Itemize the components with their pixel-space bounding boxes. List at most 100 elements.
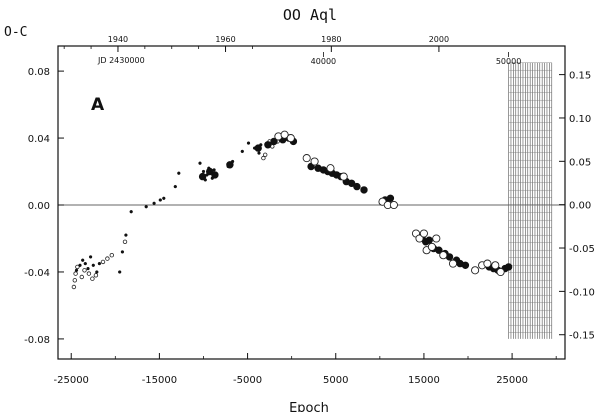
- data-point-filled-large: [353, 182, 361, 191]
- data-point-filled-large: [504, 263, 513, 271]
- data-point-filled-small: [177, 171, 181, 175]
- axis-ticks: -25000 -15000 -5000 5000 15000 25000 -0.08 -0.0…: [24, 35, 595, 386]
- data-point-open-large: [415, 234, 424, 243]
- data-point-filled-small: [91, 263, 95, 267]
- data-point-open-small: [73, 271, 78, 276]
- data-point-open-small: [105, 256, 110, 261]
- data-point-open-small: [86, 271, 92, 276]
- y-tick-label: -0.04: [24, 268, 50, 279]
- data-point-open-large: [432, 234, 441, 243]
- right-tick-label: -0.05: [569, 244, 595, 255]
- data-point-filled-small: [97, 261, 102, 266]
- data-point-filled-small: [162, 196, 166, 200]
- data-point-filled-large: [254, 144, 262, 152]
- right-tick-label: -0.10: [569, 287, 595, 298]
- data-point-filled-large: [461, 261, 470, 269]
- data-point-filled-small: [144, 205, 148, 209]
- x-tick-label: -25000: [54, 375, 89, 386]
- data-point-filled-small: [129, 210, 133, 214]
- x-tick-label: -5000: [233, 375, 262, 386]
- data-point-filled-small: [78, 263, 82, 267]
- y-tick-label: -0.08: [24, 335, 50, 346]
- data-point-open-large: [419, 229, 428, 238]
- y-tick-label: 0.00: [28, 201, 50, 212]
- data-point-open-small: [71, 284, 77, 290]
- data-point-open-small: [75, 264, 80, 270]
- jd-axis-label: JD 2430000: [97, 56, 145, 65]
- panel-label: A: [91, 95, 105, 115]
- data-point-open-small: [263, 152, 268, 157]
- data-point-open-large: [471, 266, 480, 275]
- data-point-open-small: [109, 252, 114, 258]
- right-tick-label: 0.00: [569, 201, 591, 212]
- data-point-filled-large: [264, 141, 272, 149]
- data-point-filled-large: [270, 137, 278, 146]
- year-tick-label: 2000: [429, 35, 449, 44]
- data-point-open-small: [100, 259, 106, 265]
- data-point-filled-small: [240, 149, 244, 154]
- data-point-filled-small: [257, 151, 261, 155]
- data-point-open-small: [82, 268, 87, 273]
- data-point-filled-large: [211, 171, 219, 179]
- data-point-filled-small: [152, 201, 156, 205]
- data-points: [71, 130, 513, 290]
- data-point-filled-small: [74, 268, 79, 272]
- data-point-open-large: [427, 242, 436, 251]
- data-point-filled-small: [81, 258, 85, 262]
- data-point-open-small: [90, 276, 95, 281]
- data-point-open-large: [483, 259, 492, 268]
- y-tick-label: 0.08: [28, 67, 50, 78]
- data-point-filled-large: [206, 167, 214, 176]
- y-tick-label: 0.04: [28, 134, 50, 145]
- right-tick-label: 0.05: [569, 157, 591, 168]
- x-tick-label: -15000: [142, 375, 177, 386]
- data-point-open-large: [448, 259, 458, 268]
- hatched-region: [508, 62, 553, 339]
- data-point-filled-large: [360, 186, 368, 194]
- data-point-open-large: [389, 200, 398, 210]
- data-point-filled-small: [201, 169, 206, 174]
- data-point-filled-large: [347, 179, 356, 188]
- data-point-open-small: [261, 155, 266, 161]
- x-axis-label: Epoch: [289, 401, 329, 412]
- x-tick-label: 25000: [496, 375, 528, 386]
- data-point-filled-small: [198, 161, 202, 165]
- data-point-filled-small: [86, 266, 90, 271]
- data-point-open-small: [93, 273, 99, 278]
- data-point-open-large: [496, 267, 505, 277]
- data-point-filled-small: [118, 270, 122, 274]
- data-point-open-large: [491, 261, 500, 270]
- data-point-filled-large: [435, 246, 443, 254]
- data-point-filled-large: [425, 236, 433, 244]
- data-point-filled-small: [120, 250, 125, 254]
- x-tick-label: 5000: [323, 375, 348, 386]
- data-point-filled-large: [226, 161, 234, 169]
- data-point-open-large: [439, 251, 448, 260]
- data-point-filled-small: [88, 255, 93, 259]
- right-tick-label: -0.15: [569, 331, 595, 342]
- data-point-open-large: [280, 130, 289, 139]
- data-point-filled-small: [246, 141, 251, 145]
- year-tick-label: 1940: [108, 35, 128, 44]
- y-axis-label: O-C: [4, 25, 27, 40]
- data-point-open-large: [339, 172, 348, 181]
- data-point-filled-small: [124, 233, 128, 237]
- data-point-open-small: [79, 274, 84, 280]
- year-tick-label: 1960: [215, 35, 235, 44]
- data-point-open-small: [122, 239, 128, 244]
- data-point-filled-large: [198, 172, 207, 181]
- x-tick-label: 15000: [408, 375, 440, 386]
- data-point-filled-small: [158, 198, 162, 202]
- jd-tick-label: 40000: [311, 57, 336, 66]
- data-point-filled-small: [95, 270, 99, 274]
- data-point-filled-small: [173, 184, 177, 189]
- data-point-open-large: [286, 134, 295, 143]
- right-tick-label: 0.10: [569, 114, 591, 125]
- data-point-open-large: [310, 157, 319, 166]
- data-point-open-large: [326, 164, 335, 173]
- data-point-open-large: [302, 154, 311, 163]
- data-point-filled-large: [386, 194, 395, 203]
- data-point-filled-small: [83, 261, 87, 266]
- data-point-open-small: [72, 278, 77, 283]
